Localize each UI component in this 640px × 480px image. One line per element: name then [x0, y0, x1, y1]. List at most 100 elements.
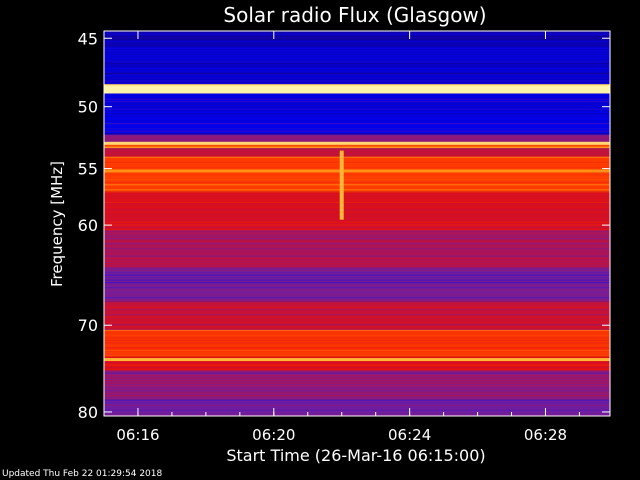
- heatmap-plot-area: [104, 31, 610, 416]
- heatmap-stripe: [104, 113, 610, 115]
- heatmap-stripe: [104, 139, 610, 141]
- heatmap-stripe: [104, 366, 610, 369]
- heatmap-stripe: [104, 52, 610, 55]
- chart-title: Solar radio Flux (Glasgow): [223, 3, 486, 27]
- heatmap-stripe: [104, 211, 610, 213]
- heatmap-stripe: [104, 156, 610, 158]
- heatmap-stripe: [104, 306, 610, 308]
- heatmap-stripe: [104, 98, 610, 100]
- heatmap-stripe: [104, 319, 610, 321]
- heatmap-stripe: [104, 277, 610, 279]
- heatmap-stripe: [104, 31, 610, 33]
- heatmap-stripe: [104, 372, 610, 374]
- heatmap-stripe: [104, 321, 610, 323]
- heatmap-stripe: [104, 110, 610, 112]
- heatmap-stripe: [104, 91, 610, 93]
- heatmap-stripe: [104, 84, 610, 86]
- heatmap-stripe: [104, 226, 610, 228]
- heatmap-band: [104, 191, 610, 231]
- heatmap-stripe: [104, 412, 610, 414]
- heatmap-stripe: [104, 354, 610, 357]
- heatmap-stripe: [104, 96, 610, 98]
- heatmap-stripe: [104, 265, 610, 267]
- heatmap-stripe: [104, 370, 610, 372]
- heatmap-stripe: [104, 342, 610, 344]
- heatmap-stripe: [104, 301, 610, 303]
- x-tick-label: 06:28: [524, 426, 567, 444]
- heatmap-stripe: [104, 219, 610, 221]
- heatmap-stripe: [104, 407, 610, 409]
- heatmap-stripe: [104, 292, 610, 294]
- heatmap-stripe: [104, 390, 610, 392]
- heatmap-stripe: [104, 133, 610, 135]
- heatmap-stripe: [104, 206, 610, 208]
- heatmap-stripe: [104, 189, 610, 191]
- heatmap-stripe: [104, 229, 610, 231]
- axis-ticks: 45 50 55 60 70 80 06:16 06:20 06:24 06:28: [78, 29, 610, 444]
- heatmap-stripe: [104, 369, 610, 371]
- heatmap-stripe: [104, 377, 610, 379]
- heatmap-stripe: [104, 284, 610, 286]
- y-tick-label: 45: [78, 29, 98, 48]
- heatmap-stripe: [104, 41, 610, 43]
- heatmap-stripe: [104, 224, 610, 226]
- heatmap-stripe: [104, 199, 610, 201]
- heatmap-stripe: [104, 332, 610, 334]
- heatmap-stripe: [104, 50, 610, 52]
- heatmap-stripe: [104, 260, 610, 262]
- heatmap-stripe: [104, 289, 610, 291]
- heatmap-stripe: [104, 294, 610, 296]
- heatmap-stripe: [104, 216, 610, 218]
- heatmap-stripe: [104, 60, 610, 62]
- bright-frequency-line: [104, 169, 610, 173]
- heatmap-stripe: [104, 324, 610, 326]
- heatmap-stripe: [104, 347, 610, 349]
- heatmap-stripe: [104, 161, 610, 163]
- heatmap-stripe: [104, 147, 610, 149]
- heatmap-stripe: [104, 155, 610, 157]
- heatmap-stripe: [104, 137, 610, 139]
- heatmap-stripe: [104, 299, 610, 301]
- heatmap-stripe: [104, 242, 610, 245]
- heatmap-stripe: [104, 153, 610, 155]
- heatmap-stripe: [104, 108, 610, 110]
- heatmap-stripe: [104, 184, 610, 186]
- heatmap-stripe: [104, 89, 610, 91]
- heatmap-stripe: [104, 194, 610, 196]
- bright-frequency-line: [104, 86, 610, 90]
- heatmap-stripe: [104, 235, 610, 237]
- heatmap-stripe: [104, 55, 610, 57]
- heatmap-stripe: [104, 204, 610, 206]
- y-tick-label: 55: [78, 160, 98, 179]
- heatmap-stripe: [104, 375, 610, 377]
- heatmap-stripe: [104, 77, 610, 80]
- x-tick-label: 06:16: [116, 426, 159, 444]
- heatmap-stripe: [104, 409, 610, 411]
- y-tick-label: 50: [78, 98, 98, 117]
- heatmap-stripe: [104, 279, 610, 281]
- heatmap-stripe: [104, 344, 610, 347]
- heatmap-stripe: [104, 67, 610, 70]
- heatmap-stripe: [104, 115, 610, 117]
- heatmap-stripe: [104, 164, 610, 166]
- heatmap-stripe: [104, 240, 610, 242]
- heatmap-stripe: [104, 101, 610, 103]
- heatmap-stripe: [104, 36, 610, 38]
- heatmap-stripe: [104, 106, 610, 108]
- heatmap-stripe: [104, 33, 610, 35]
- heatmap-stripe: [104, 380, 610, 382]
- heatmap-stripe: [104, 179, 610, 181]
- heatmap-stripe: [104, 144, 610, 146]
- y-axis-label: Frequency [MHz]: [48, 161, 66, 287]
- heatmap-band: [104, 301, 610, 330]
- heatmap-stripe: [104, 62, 610, 65]
- heatmap-stripe: [104, 297, 610, 299]
- heatmap-stripe: [104, 245, 610, 247]
- heatmap-stripe: [104, 47, 610, 50]
- heatmap-stripe: [104, 282, 610, 284]
- heatmap-stripe: [104, 399, 610, 401]
- y-tick-label: 80: [78, 403, 98, 422]
- heatmap-stripe: [104, 364, 610, 366]
- bright-frequency-line: [104, 358, 610, 362]
- heatmap-stripe: [104, 316, 610, 318]
